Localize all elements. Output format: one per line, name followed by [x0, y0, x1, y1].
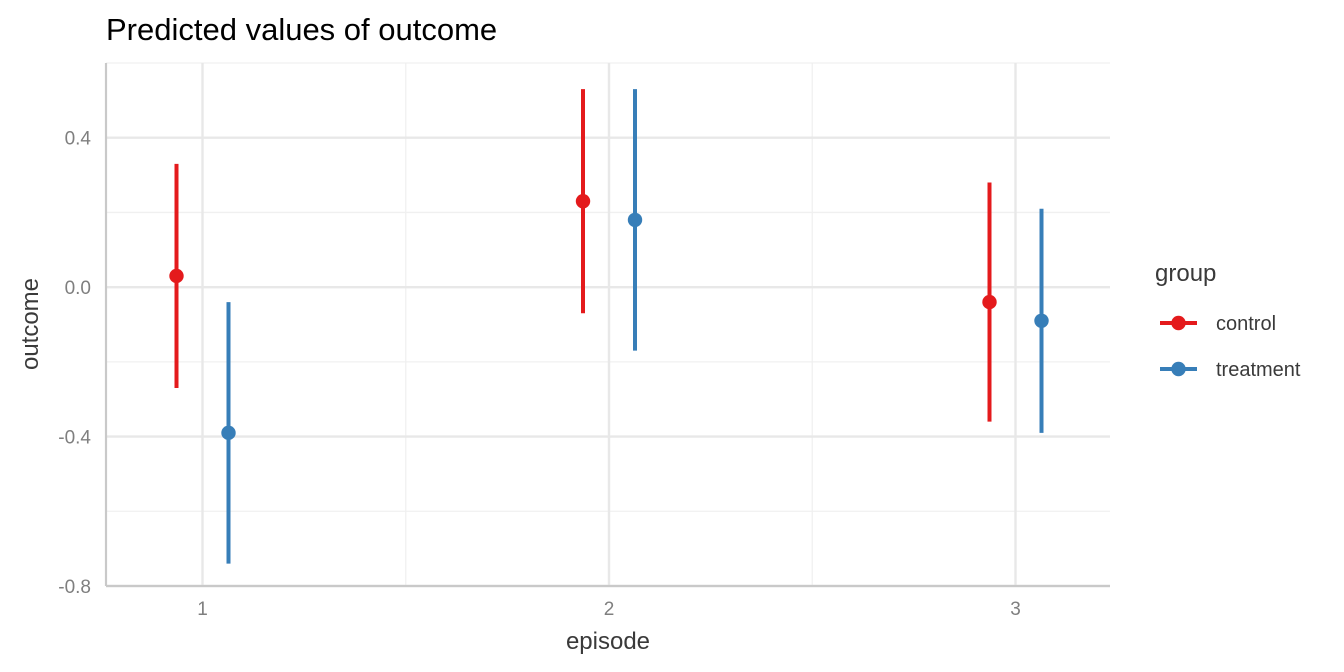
legend-label-treatment: treatment: [1216, 359, 1301, 381]
legend-title: group: [1155, 260, 1216, 287]
point-treatment: [627, 212, 643, 228]
legend-key-point: [1171, 315, 1186, 331]
y-tick-label: 0.0: [65, 278, 91, 299]
x-tick-label: 2: [604, 599, 615, 620]
point-treatment: [221, 425, 236, 441]
point-control: [982, 294, 997, 310]
legend-key-point: [1171, 361, 1186, 377]
y-axis-title: outcome: [17, 278, 44, 370]
ticks-layer: 0.4 0.0 -0.4 -0.8 1 2 3: [58, 129, 1021, 620]
x-axis-title: episode: [566, 628, 650, 655]
point-control: [169, 268, 184, 284]
grid-layer: [106, 62, 1110, 588]
x-tick-label: 3: [1010, 599, 1021, 620]
y-tick-label: -0.4: [58, 428, 91, 449]
legend: group control treatment: [1155, 260, 1301, 381]
y-tick-label: -0.8: [58, 577, 91, 598]
chart-title: Predicted values of outcome: [106, 12, 497, 47]
axis-layer: [104, 63, 1110, 588]
y-tick-label: 0.4: [65, 129, 92, 150]
point-treatment: [1034, 313, 1049, 328]
legend-items: control treatment: [1160, 313, 1301, 381]
legend-label-control: control: [1216, 313, 1276, 335]
marks-layer: [169, 89, 1049, 564]
x-tick-label: 1: [197, 599, 208, 620]
point-control: [575, 194, 591, 209]
